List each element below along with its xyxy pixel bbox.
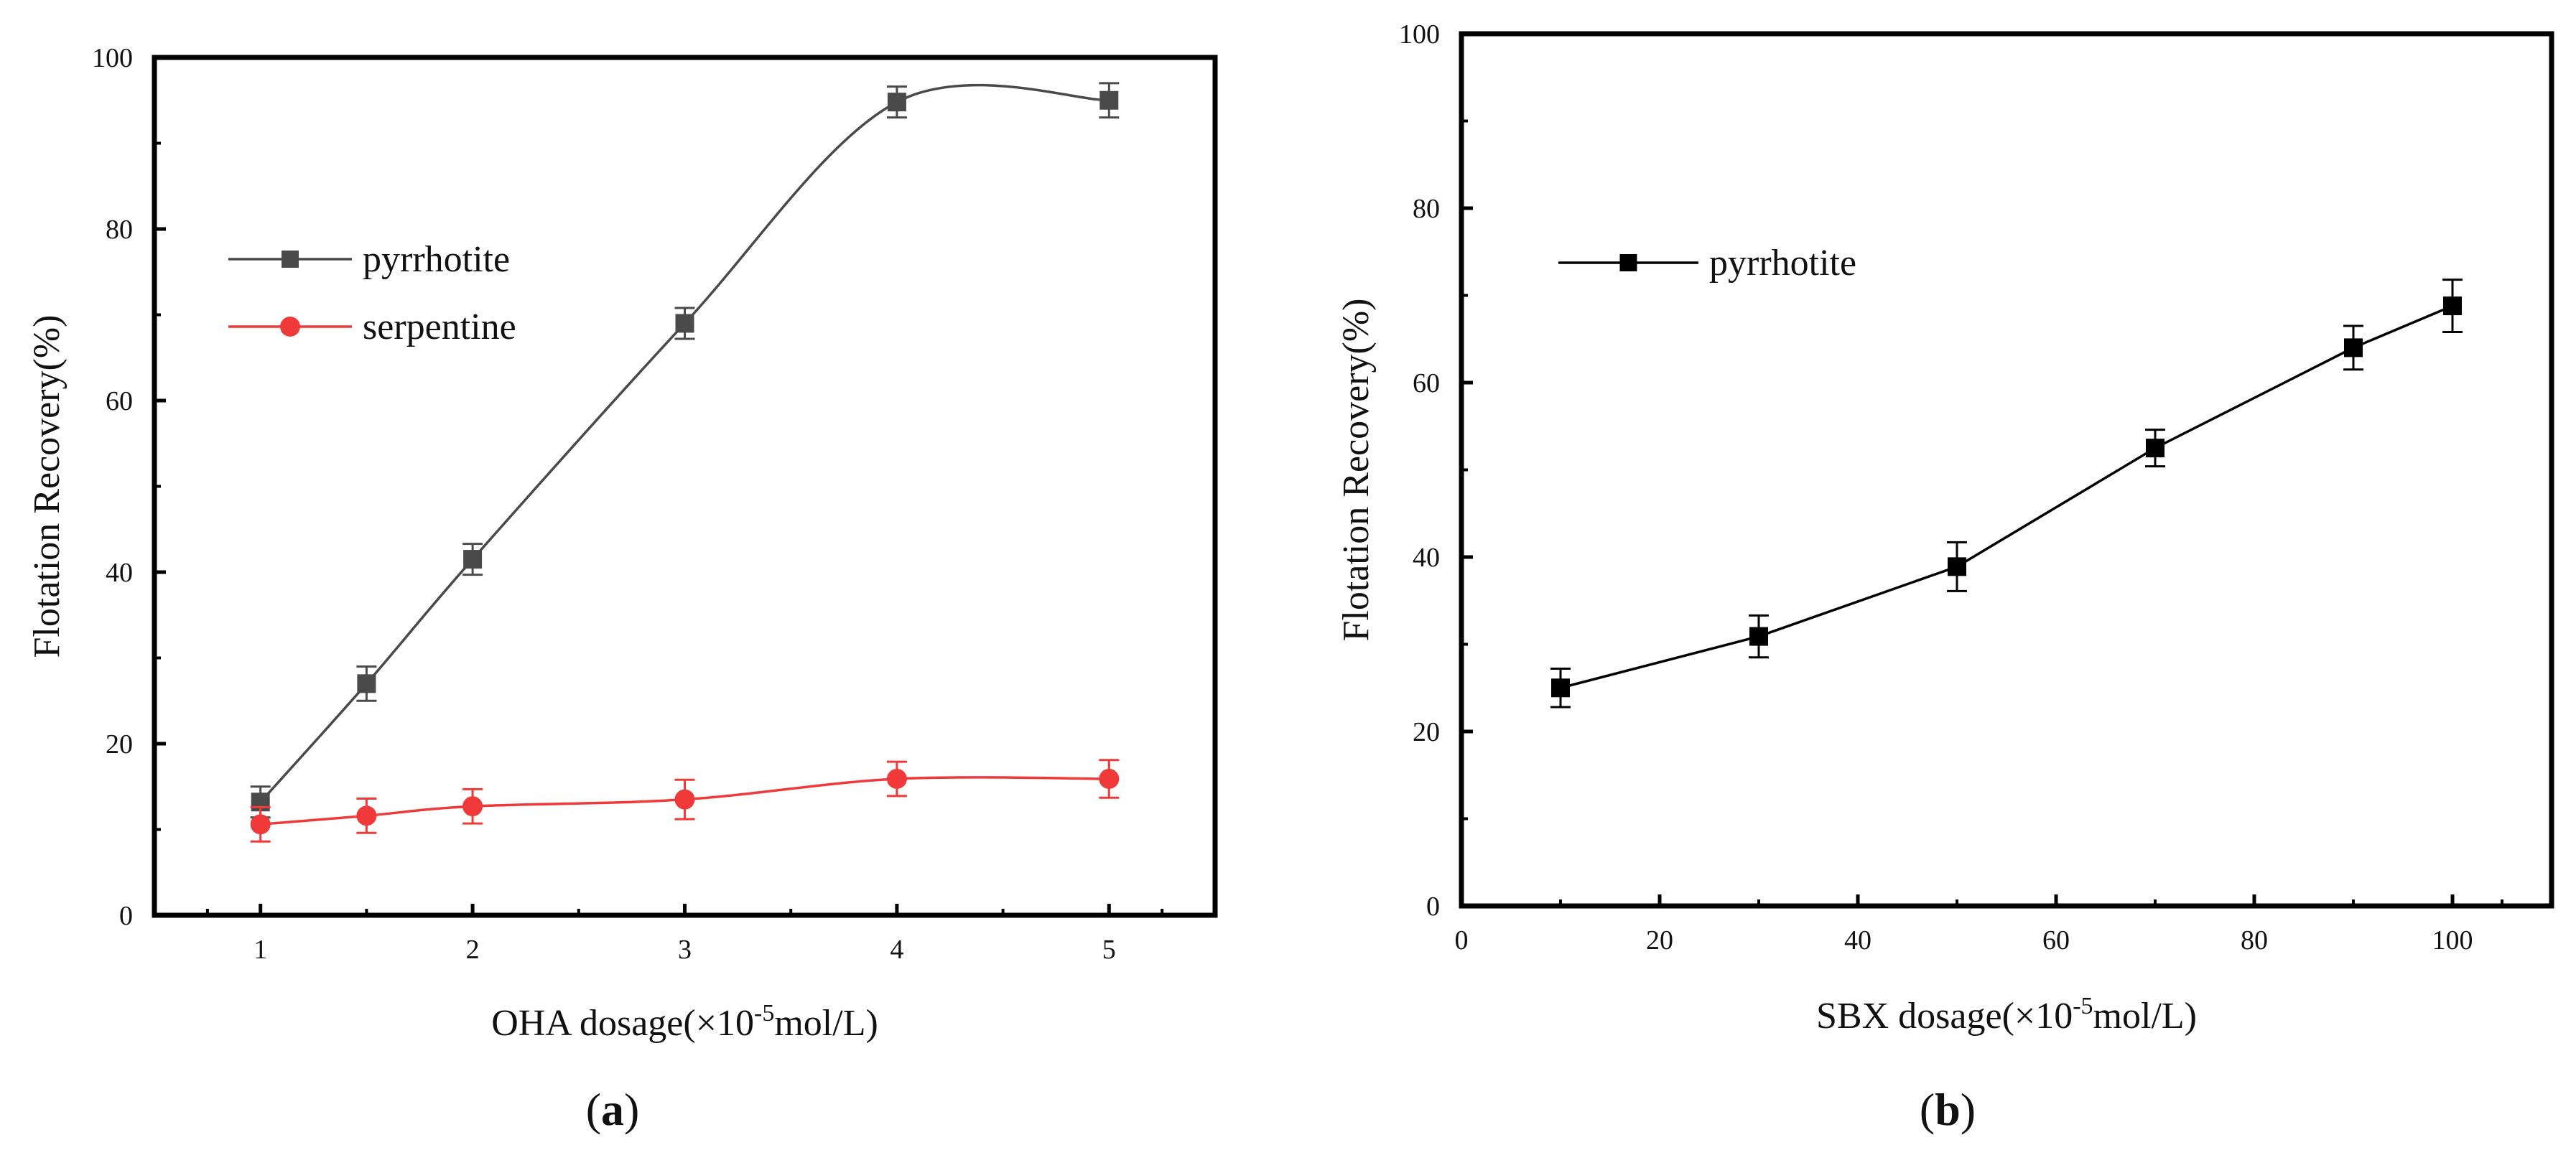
x-tick-label: 100 — [2432, 925, 2473, 955]
y-tick-label: 0 — [1426, 892, 1440, 922]
data-point — [2344, 338, 2363, 357]
x-axis-title: OHA dosage(×10-5mol/L) — [491, 1000, 878, 1044]
y-tick-label: 60 — [106, 386, 133, 416]
legend-marker — [1619, 254, 1637, 271]
data-point — [2443, 296, 2462, 316]
x-tick-label: 1 — [254, 935, 267, 965]
panel-label: (b) — [1920, 1084, 1976, 1135]
legend-label: pyrrhotite — [363, 239, 510, 280]
chart-panel-b: 0 20 40 60 80 100 0 20 40 60 80 100 SBX dosage(×10-5… — [1336, 19, 2554, 1135]
x-tick-label: 3 — [678, 935, 692, 965]
y-tick-label: 80 — [106, 215, 133, 245]
legend-label: serpentine — [363, 307, 516, 347]
x-tick-label: 2 — [466, 935, 480, 965]
x-tick-label: 60 — [2042, 925, 2070, 955]
legend-marker — [280, 317, 300, 337]
data-point — [2146, 439, 2165, 458]
data-point — [886, 768, 907, 789]
plot-frame — [1459, 31, 2554, 909]
y-tick-label: 100 — [92, 43, 133, 73]
data-point — [1551, 678, 1570, 698]
data-point — [1749, 627, 1768, 646]
x-tick-label: 0 — [1455, 925, 1469, 955]
data-point — [357, 674, 376, 693]
x-tick-label: 20 — [1646, 925, 1673, 955]
x-tick-label: 80 — [2241, 925, 2268, 955]
data-point — [1099, 90, 1119, 110]
data-point — [1948, 557, 1966, 576]
legend-label: pyrrhotite — [1709, 243, 1856, 284]
x-tick-label: 4 — [890, 935, 903, 965]
legend-item-serpentine: serpentine — [228, 307, 516, 347]
data-point — [675, 314, 694, 333]
y-axis-title: Flotation Recovery(%) — [27, 315, 68, 658]
y-tick-label: 40 — [106, 558, 133, 588]
y-tick-label: 80 — [1413, 194, 1440, 224]
legend-marker — [282, 251, 299, 268]
data-point — [462, 796, 483, 817]
x-tick-label: 5 — [1102, 935, 1116, 965]
y-tick-label: 40 — [1413, 543, 1440, 573]
legend-item-pyrrhotite: pyrrhotite — [1558, 243, 1856, 284]
data-point — [887, 93, 906, 112]
x-tick-label: 40 — [1844, 925, 1871, 955]
legend-item-pyrrhotite: pyrrhotite — [228, 239, 510, 280]
chart-panel-a: 0 20 40 60 80 100 1 2 3 4 5 OHA dosage(×10-5mol/L) F… — [27, 43, 1218, 1135]
y-axis-title: Flotation Recovery(%) — [1336, 299, 1377, 642]
series-pyrrhotite — [250, 82, 1120, 819]
data-point — [356, 805, 377, 826]
data-point — [250, 814, 271, 835]
y-tick-label: 20 — [1413, 717, 1440, 747]
series-line — [1560, 304, 2453, 689]
series-pyrrhotite — [1550, 279, 2463, 709]
y-tick-label: 100 — [1399, 19, 1440, 50]
series-serpentine — [250, 759, 1120, 843]
panel-label: (a) — [586, 1084, 640, 1135]
y-tick-label: 20 — [106, 729, 133, 759]
series-line — [259, 83, 1110, 803]
x-axis-title: SBX dosage(×10-5mol/L) — [1816, 993, 2197, 1037]
data-point — [1099, 768, 1120, 789]
data-point — [674, 789, 695, 810]
y-tick-label: 60 — [1413, 368, 1440, 398]
y-tick-label: 0 — [119, 901, 133, 931]
data-point — [463, 550, 483, 569]
